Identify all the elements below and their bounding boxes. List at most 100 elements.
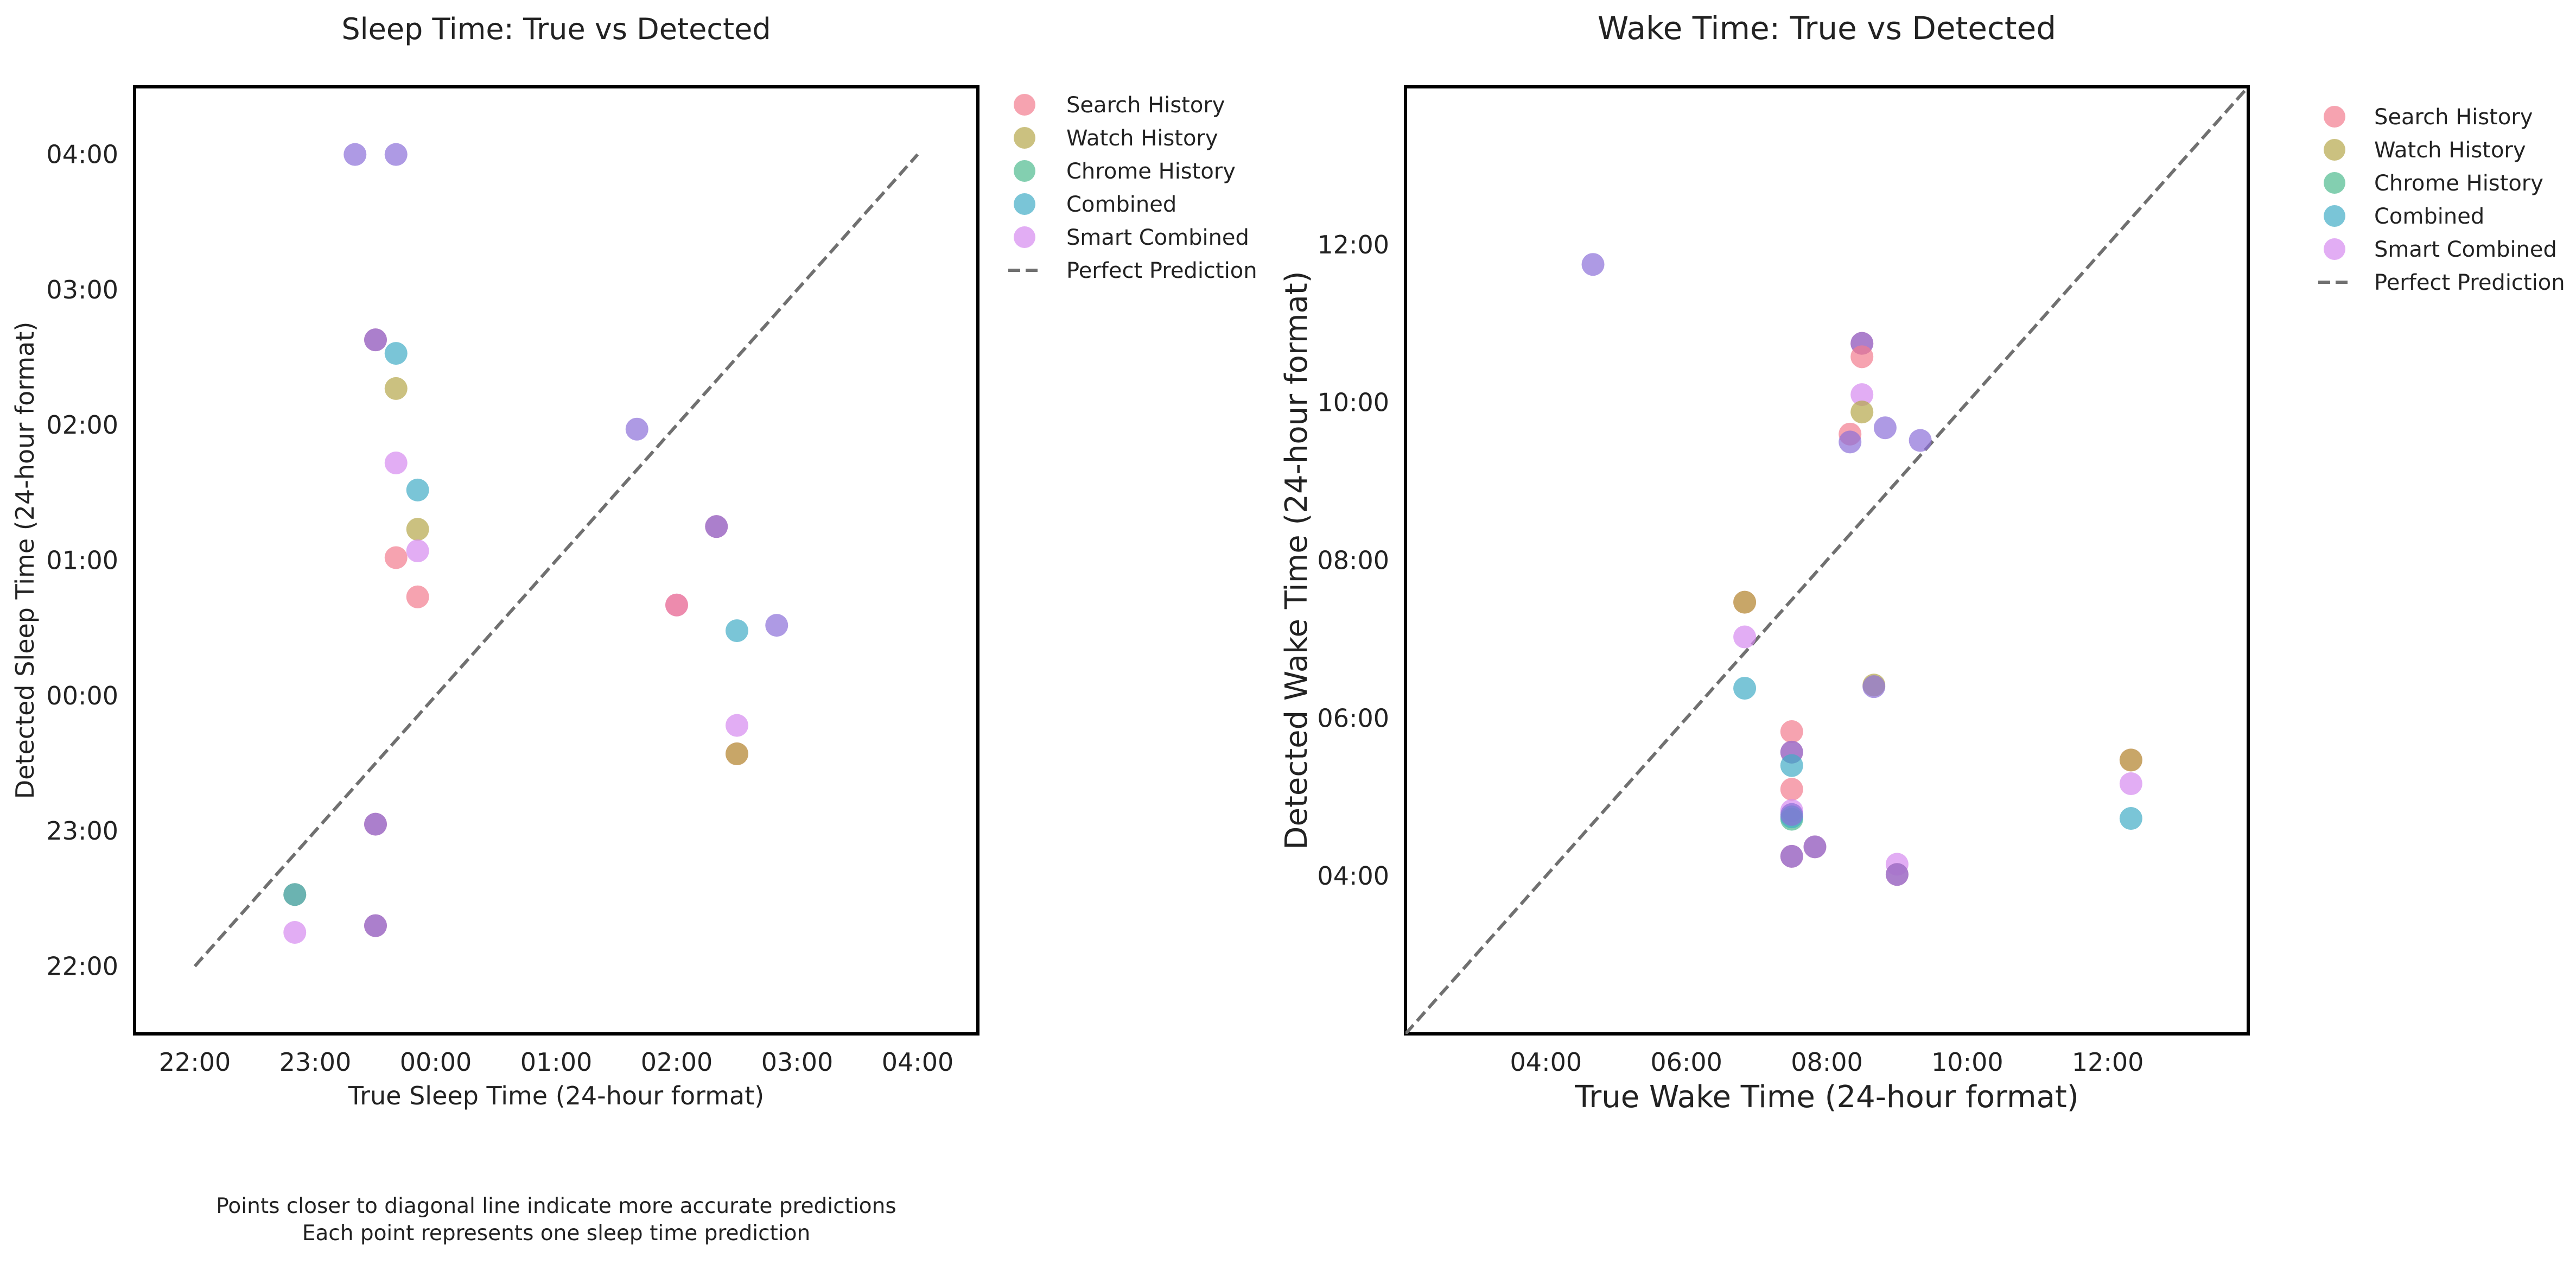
data-point: [2119, 772, 2142, 796]
y-tick-label: 10:00: [1317, 388, 1389, 417]
data-point: [1885, 863, 1909, 886]
legend-smart-combined-marker: [2324, 238, 2345, 260]
y-axis-label: Detected Sleep Time (24-hour format): [10, 322, 40, 799]
data-point: [1581, 253, 1605, 276]
y-tick-label: 04:00: [46, 140, 118, 169]
data-point: [1733, 625, 1757, 649]
x-tick-label: 03:00: [761, 1047, 834, 1077]
legend-combined-label: Combined: [1066, 192, 1176, 217]
data-point: [364, 914, 387, 937]
data-point: [384, 342, 408, 365]
sleep-time-panel: Sleep Time: True vs Detected 22:00 23:00 00…: [10, 12, 1257, 1110]
x-tick-label: 08:00: [1791, 1047, 1863, 1077]
data-point: [283, 921, 307, 944]
plot-frame: [1404, 85, 2250, 1036]
data-point: [765, 614, 788, 637]
data-point: [726, 742, 748, 765]
x-tick-label: 12:00: [2072, 1047, 2144, 1077]
x-tick-label: 10:00: [1931, 1047, 2003, 1077]
y-tick-label: 04:00: [1317, 861, 1389, 891]
data-point: [364, 328, 387, 352]
legend-perfect-prediction-label: Perfect Prediction: [1066, 258, 1257, 283]
footnote-line-2: Each point represents one sleep time pre…: [302, 1221, 811, 1246]
x-tick-label: 04:00: [1510, 1047, 1582, 1077]
data-point: [384, 452, 408, 475]
legend-chrome-history-marker: [2324, 172, 2345, 194]
data-point: [406, 539, 429, 563]
data-point: [1839, 430, 1862, 454]
data-point: [726, 714, 748, 737]
perfect-prediction-line: [1405, 87, 2248, 1034]
data-point: [364, 812, 387, 836]
legend-watch-history-label: Watch History: [2374, 138, 2526, 163]
perfect-prediction-line: [193, 153, 919, 968]
data-point: [406, 518, 429, 541]
x-axis-label: True Wake Time (24-hour format): [1574, 1079, 2078, 1115]
x-tick-label: 01:00: [520, 1047, 593, 1077]
y-tick-label: 00:00: [46, 681, 118, 710]
data-point: [1780, 778, 1803, 801]
legend-watch-history-marker: [1014, 127, 1035, 149]
legend-watch-history-marker: [2324, 139, 2345, 161]
data-point: [406, 478, 429, 501]
x-tick-label: 22:00: [159, 1047, 231, 1077]
data-point: [1733, 590, 1757, 614]
data-point: [406, 585, 429, 608]
data-point: [1733, 677, 1757, 700]
data-point: [2119, 748, 2142, 772]
legend-combined-marker: [2324, 205, 2345, 227]
data-point: [1862, 675, 1886, 698]
data-point: [1780, 803, 1803, 826]
y-tick-label: 03:00: [46, 275, 118, 304]
legend-combined-marker: [1014, 193, 1035, 215]
x-tick-label: 00:00: [400, 1047, 472, 1077]
data-point: [344, 143, 367, 166]
data-point: [726, 619, 748, 643]
data-point: [283, 883, 307, 906]
data-point: [1850, 383, 1874, 406]
legend-chrome-history-label: Chrome History: [1066, 159, 1236, 184]
data-point: [1780, 720, 1803, 744]
legend-smart-combined-label: Smart Combined: [1066, 225, 1249, 250]
legend-chrome-history-label: Chrome History: [2374, 171, 2543, 196]
legend-chrome-history-marker: [1014, 160, 1035, 182]
data-point: [1803, 835, 1827, 859]
chart-title: Sleep Time: True vs Detected: [341, 12, 771, 46]
legend-search-history-marker: [1014, 94, 1035, 116]
legend-search-history-label: Search History: [2374, 105, 2533, 130]
legend-perfect-prediction-label: Perfect Prediction: [2374, 270, 2565, 295]
data-point: [384, 377, 408, 400]
data-point: [1873, 416, 1897, 440]
x-axis-label: True Sleep Time (24-hour format): [348, 1081, 764, 1110]
x-tick-label: 23:00: [279, 1047, 352, 1077]
data-point: [625, 417, 648, 441]
legend-combined-label: Combined: [2374, 204, 2484, 229]
data-point: [1850, 401, 1874, 424]
y-axis-label: Detected Wake Time (24-hour format): [1279, 271, 1314, 849]
y-tick-label: 01:00: [46, 546, 118, 575]
legend-smart-combined-label: Smart Combined: [2374, 237, 2557, 262]
data-point: [384, 143, 408, 166]
wake-time-panel: Wake Time: True vs Detected 04:00 06:00 08:…: [1279, 10, 2565, 1115]
y-tick-label: 23:00: [46, 816, 118, 846]
plot-frame: [133, 85, 979, 1036]
x-tick-label: 02:00: [641, 1047, 713, 1077]
data-point: [1780, 844, 1803, 868]
data-point: [384, 546, 408, 569]
data-point: [705, 515, 728, 538]
footnote-line-1: Points closer to diagonal line indicate …: [216, 1194, 896, 1218]
data-point: [1780, 754, 1803, 777]
x-tick-label: 06:00: [1650, 1047, 1722, 1077]
x-tick-label: 04:00: [882, 1047, 954, 1077]
legend-watch-history-label: Watch History: [1066, 126, 1218, 151]
legend: Search History Watch History Chrome Histor…: [2318, 105, 2565, 295]
y-tick-label: 02:00: [46, 410, 118, 440]
chart-title: Wake Time: True vs Detected: [1598, 10, 2056, 47]
y-tick-label: 08:00: [1317, 546, 1389, 575]
y-tick-label: 12:00: [1317, 230, 1389, 259]
legend-search-history-label: Search History: [1066, 93, 1225, 118]
data-point: [665, 593, 688, 617]
y-tick-label: 06:00: [1317, 703, 1389, 733]
data-point: [1850, 345, 1874, 369]
